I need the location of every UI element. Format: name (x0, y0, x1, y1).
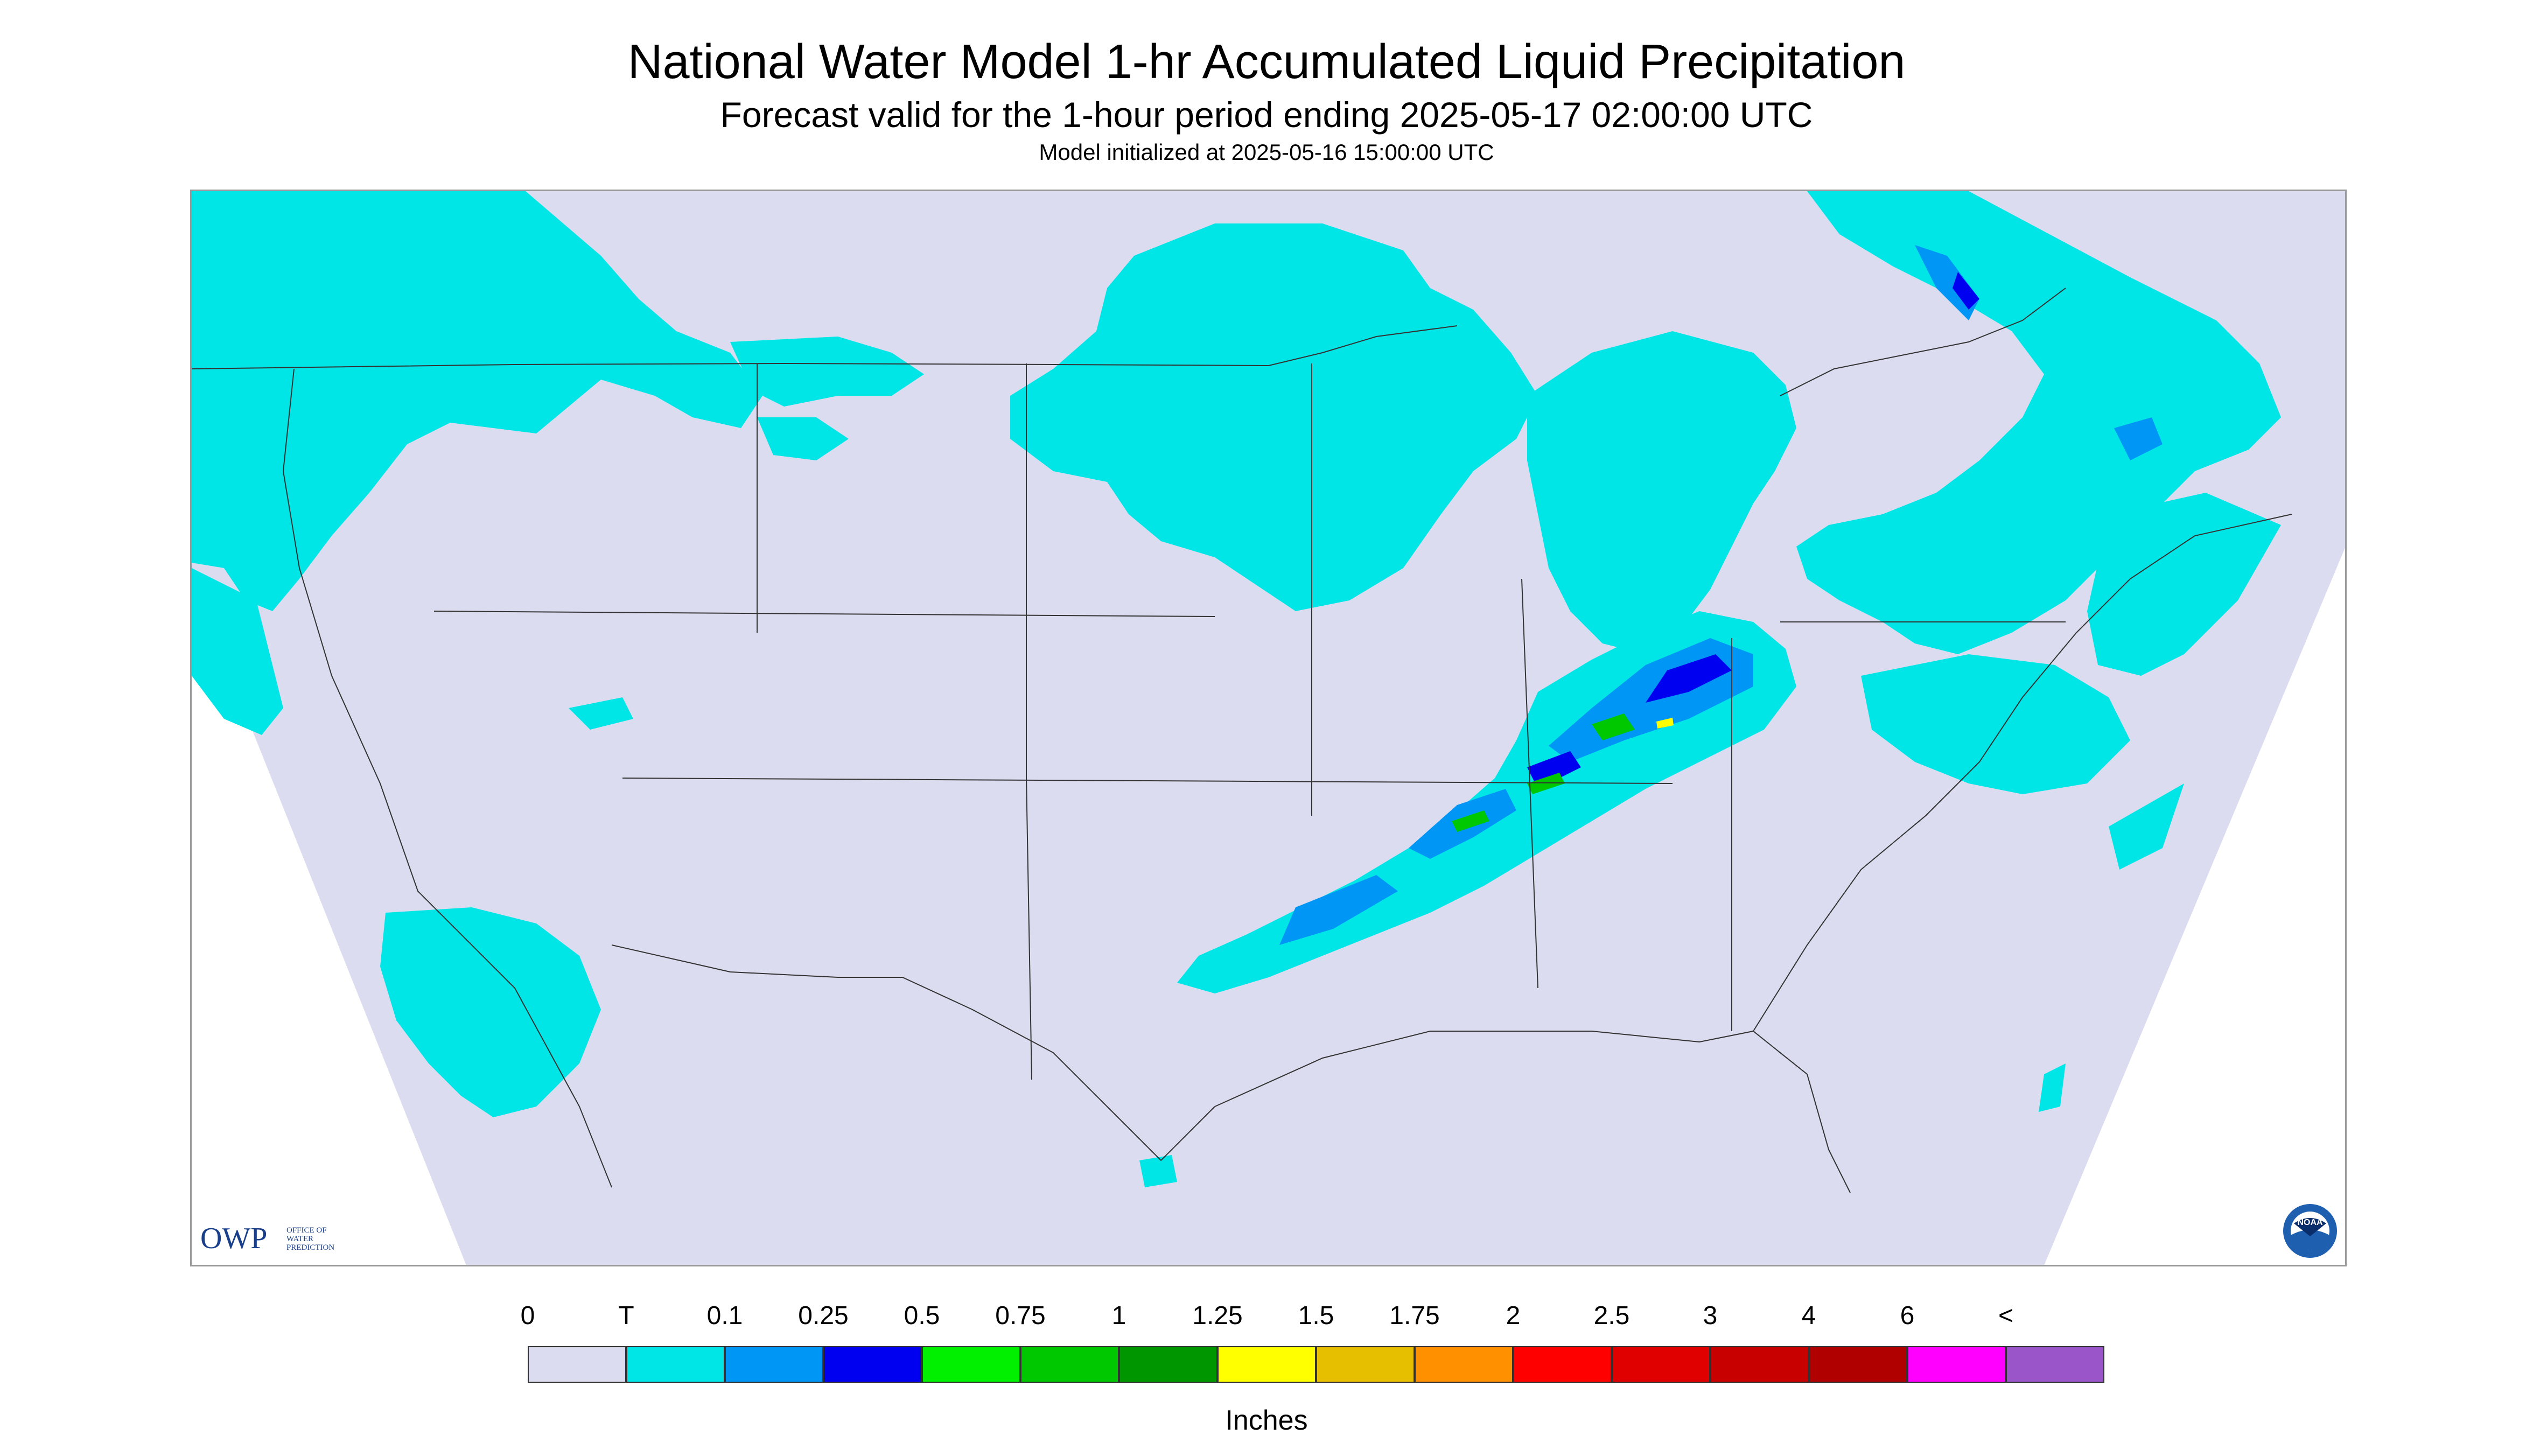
noaa-logo: NOAA (2282, 1203, 2338, 1259)
color-legend (528, 1346, 2104, 1384)
legend-tick-label: 1 (1111, 1301, 1126, 1330)
chart-subtitle: Forecast valid for the 1-hour period end… (720, 95, 1813, 135)
legend-tick-label: 0.75 (995, 1301, 1046, 1330)
legend-swatch (626, 1346, 725, 1383)
very-heavy-precip-areas (1656, 718, 1674, 729)
legend-tick-label: < (1998, 1301, 2014, 1330)
legend-tick-label: 4 (1801, 1301, 1816, 1330)
legend-tick-label: 0.25 (798, 1301, 849, 1330)
legend-tick-label: 0.1 (706, 1301, 743, 1330)
legend-swatch (528, 1346, 626, 1383)
legend-tick-label: 0.5 (904, 1301, 940, 1330)
legend-tick-label: 2 (1506, 1301, 1521, 1330)
state-and-country-borders (192, 288, 2292, 1193)
legend-swatch (1316, 1346, 1415, 1383)
legend-units: Inches (1225, 1405, 1308, 1436)
heavy-precip-areas (1452, 713, 1635, 832)
noaa-emblem-icon (2283, 1204, 2337, 1258)
legend-swatch (1119, 1346, 1217, 1383)
owp-logo-subtext: OFFICE OF WATER PREDICTION (286, 1226, 335, 1252)
legend-swatch (2006, 1346, 2104, 1383)
legend-tick-label: 3 (1703, 1301, 1718, 1330)
model-init-line: Model initialized at 2025-05-16 15:00:00… (1039, 139, 1494, 165)
legend-swatch (1612, 1346, 1710, 1383)
precipitation-map (190, 190, 2347, 1266)
legend-swatch (1513, 1346, 1612, 1383)
legend-tick-label: T (618, 1301, 634, 1330)
model-domain (192, 191, 2345, 1265)
legend-tick-label: 1.25 (1192, 1301, 1243, 1330)
legend-swatch (922, 1346, 1020, 1383)
legend-tick-label: 0 (520, 1301, 535, 1330)
legend-tick-label: 2.5 (1593, 1301, 1630, 1330)
legend-tick-label: 6 (1900, 1301, 1915, 1330)
legend-swatch (1020, 1346, 1119, 1383)
legend-swatch (1907, 1346, 2006, 1383)
legend-swatch (823, 1346, 922, 1383)
legend-swatch (1809, 1346, 1907, 1383)
owp-logo: OWP OFFICE OF WATER PREDICTION (200, 1223, 373, 1256)
legend-swatch (725, 1346, 823, 1383)
noaa-logo-text: NOAA (2297, 1218, 2323, 1227)
map-canvas (192, 191, 2345, 1265)
legend-swatch (1710, 1346, 1809, 1383)
legend-swatch (1217, 1346, 1316, 1383)
legend-tick-label: 1.5 (1298, 1301, 1334, 1330)
legend-swatch (1415, 1346, 1513, 1383)
legend-tick-label: 1.75 (1389, 1301, 1440, 1330)
owp-logo-text: OWP (200, 1222, 268, 1255)
chart-title: National Water Model 1-hr Accumulated Li… (627, 35, 1906, 89)
legend-labels: 0 T 0.1 0.25 0.5 0.75 1 1.25 1.5 1.75 2 2.5 3 4 6 < (0, 1303, 2533, 1335)
